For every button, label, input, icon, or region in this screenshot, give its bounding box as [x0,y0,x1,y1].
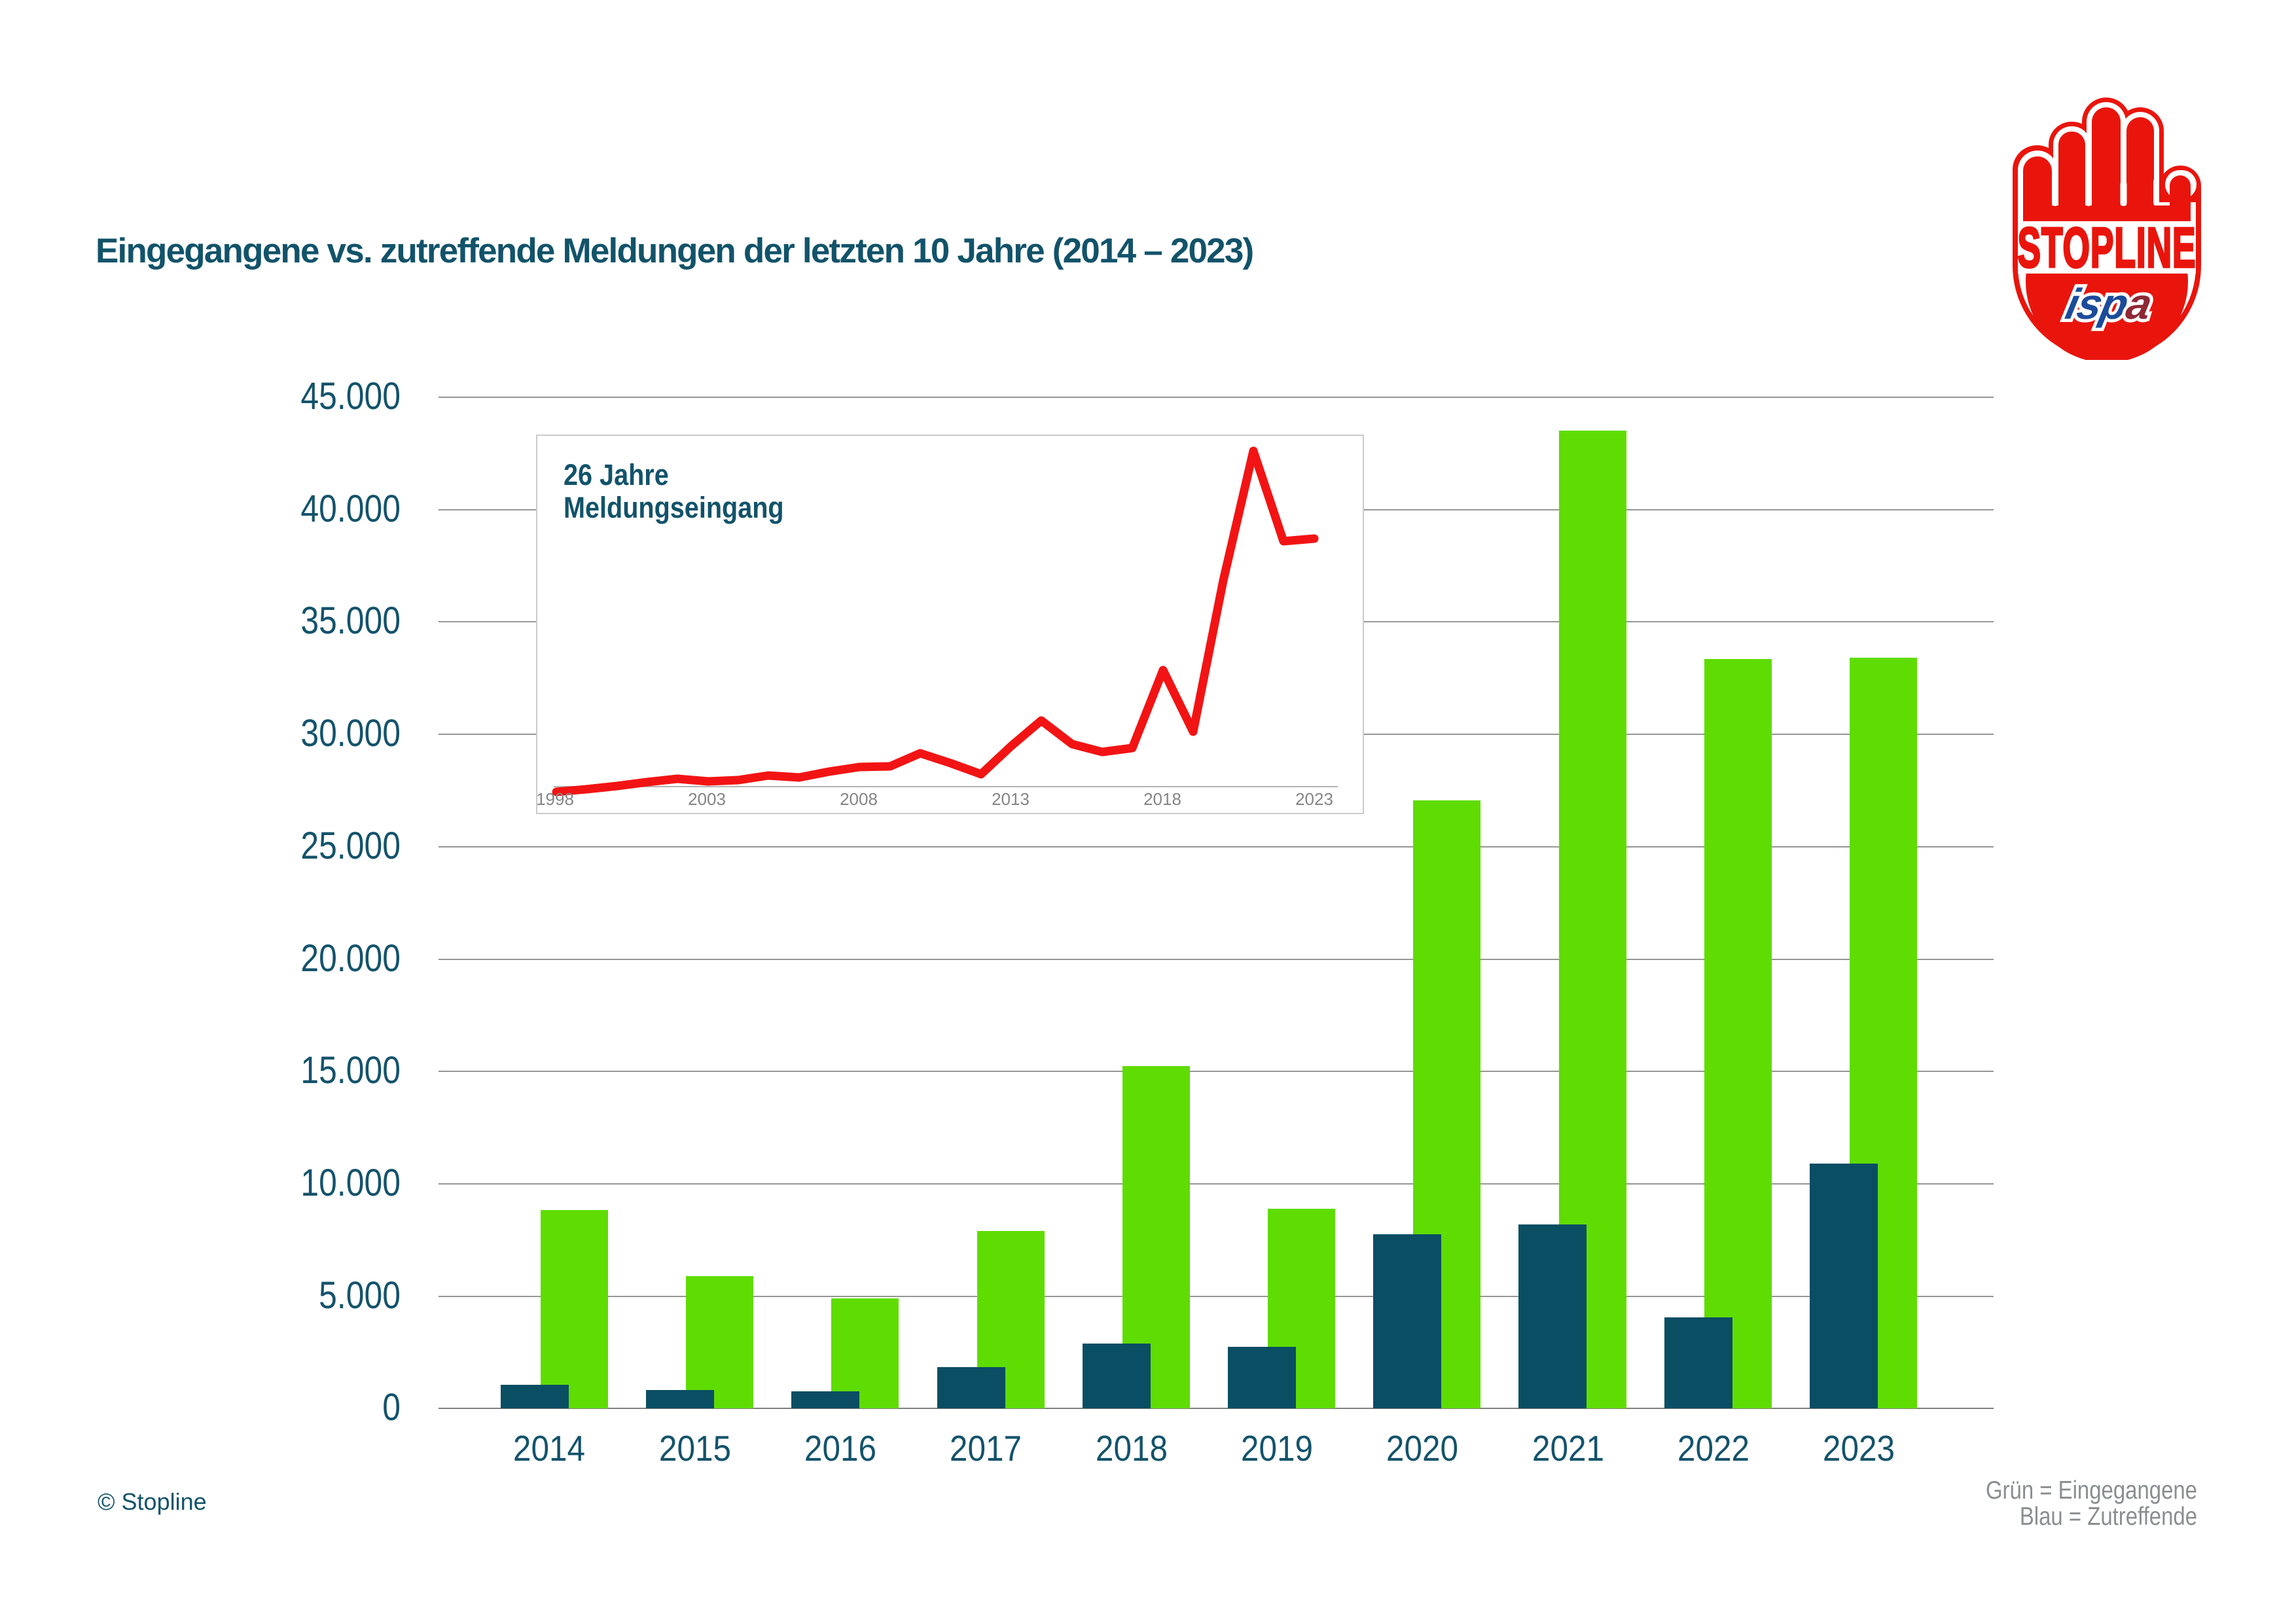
svg-text:STOPLINE: STOPLINE [2017,217,2196,279]
svg-text:ispa: ispa [2062,281,2156,329]
